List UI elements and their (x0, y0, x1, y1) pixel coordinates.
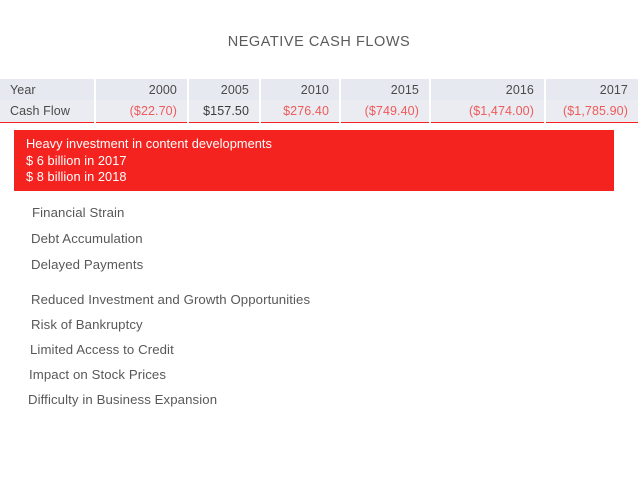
cash-flow-table: Year 2000 2005 2010 2015 2016 2017 Cash … (0, 79, 638, 123)
list-item: Delayed Payments (31, 257, 144, 272)
list-item: Debt Accumulation (31, 231, 143, 246)
table-row-cash-flow: Cash Flow ($22.70) $157.50 $276.40 ($749… (0, 100, 638, 123)
outcomes-list: Financial Strain Debt Accumulation Delay… (0, 200, 638, 412)
cash-flow-cell-2016: ($1,474.00) (430, 100, 546, 123)
callout-line-1: Heavy investment in content developments (26, 136, 272, 151)
list-item: Risk of Bankruptcy (31, 317, 143, 332)
row-header-year: Year (0, 79, 96, 100)
highlight-callout-box: Heavy investment in content developments… (14, 130, 614, 191)
list-group-divider (0, 278, 638, 287)
year-cell-2016: 2016 (430, 79, 546, 100)
cash-flow-cell-2015: ($749.40) (340, 100, 431, 123)
year-cell-2000: 2000 (95, 79, 189, 100)
year-cell-2010: 2010 (260, 79, 341, 100)
year-cell-2005: 2005 (188, 79, 261, 100)
callout-line-3: $ 8 billion in 2018 (26, 169, 127, 184)
list-item: Limited Access to Credit (30, 342, 174, 357)
callout-line-2: $ 6 billion in 2017 (26, 152, 127, 168)
list-item: Financial Strain (32, 205, 125, 220)
cash-flow-cell-2010: $276.40 (260, 100, 341, 123)
table-row-year: Year 2000 2005 2010 2015 2016 2017 (0, 79, 638, 100)
list-item: Impact on Stock Prices (29, 367, 167, 382)
list-item: Reduced Investment and Growth Opportunit… (31, 292, 311, 307)
year-cell-2015: 2015 (340, 79, 431, 100)
cash-flow-cell-2005: $157.50 (188, 100, 261, 123)
cash-flow-cell-2017: ($1,785.90) (545, 100, 638, 123)
row-header-cash-flow: Cash Flow (0, 100, 96, 123)
list-item: Difficulty in Business Expansion (28, 392, 218, 407)
cash-flow-cell-2000: ($22.70) (95, 100, 189, 123)
page-title: NEGATIVE CASH FLOWS (227, 34, 411, 50)
year-cell-2017: 2017 (545, 79, 638, 100)
